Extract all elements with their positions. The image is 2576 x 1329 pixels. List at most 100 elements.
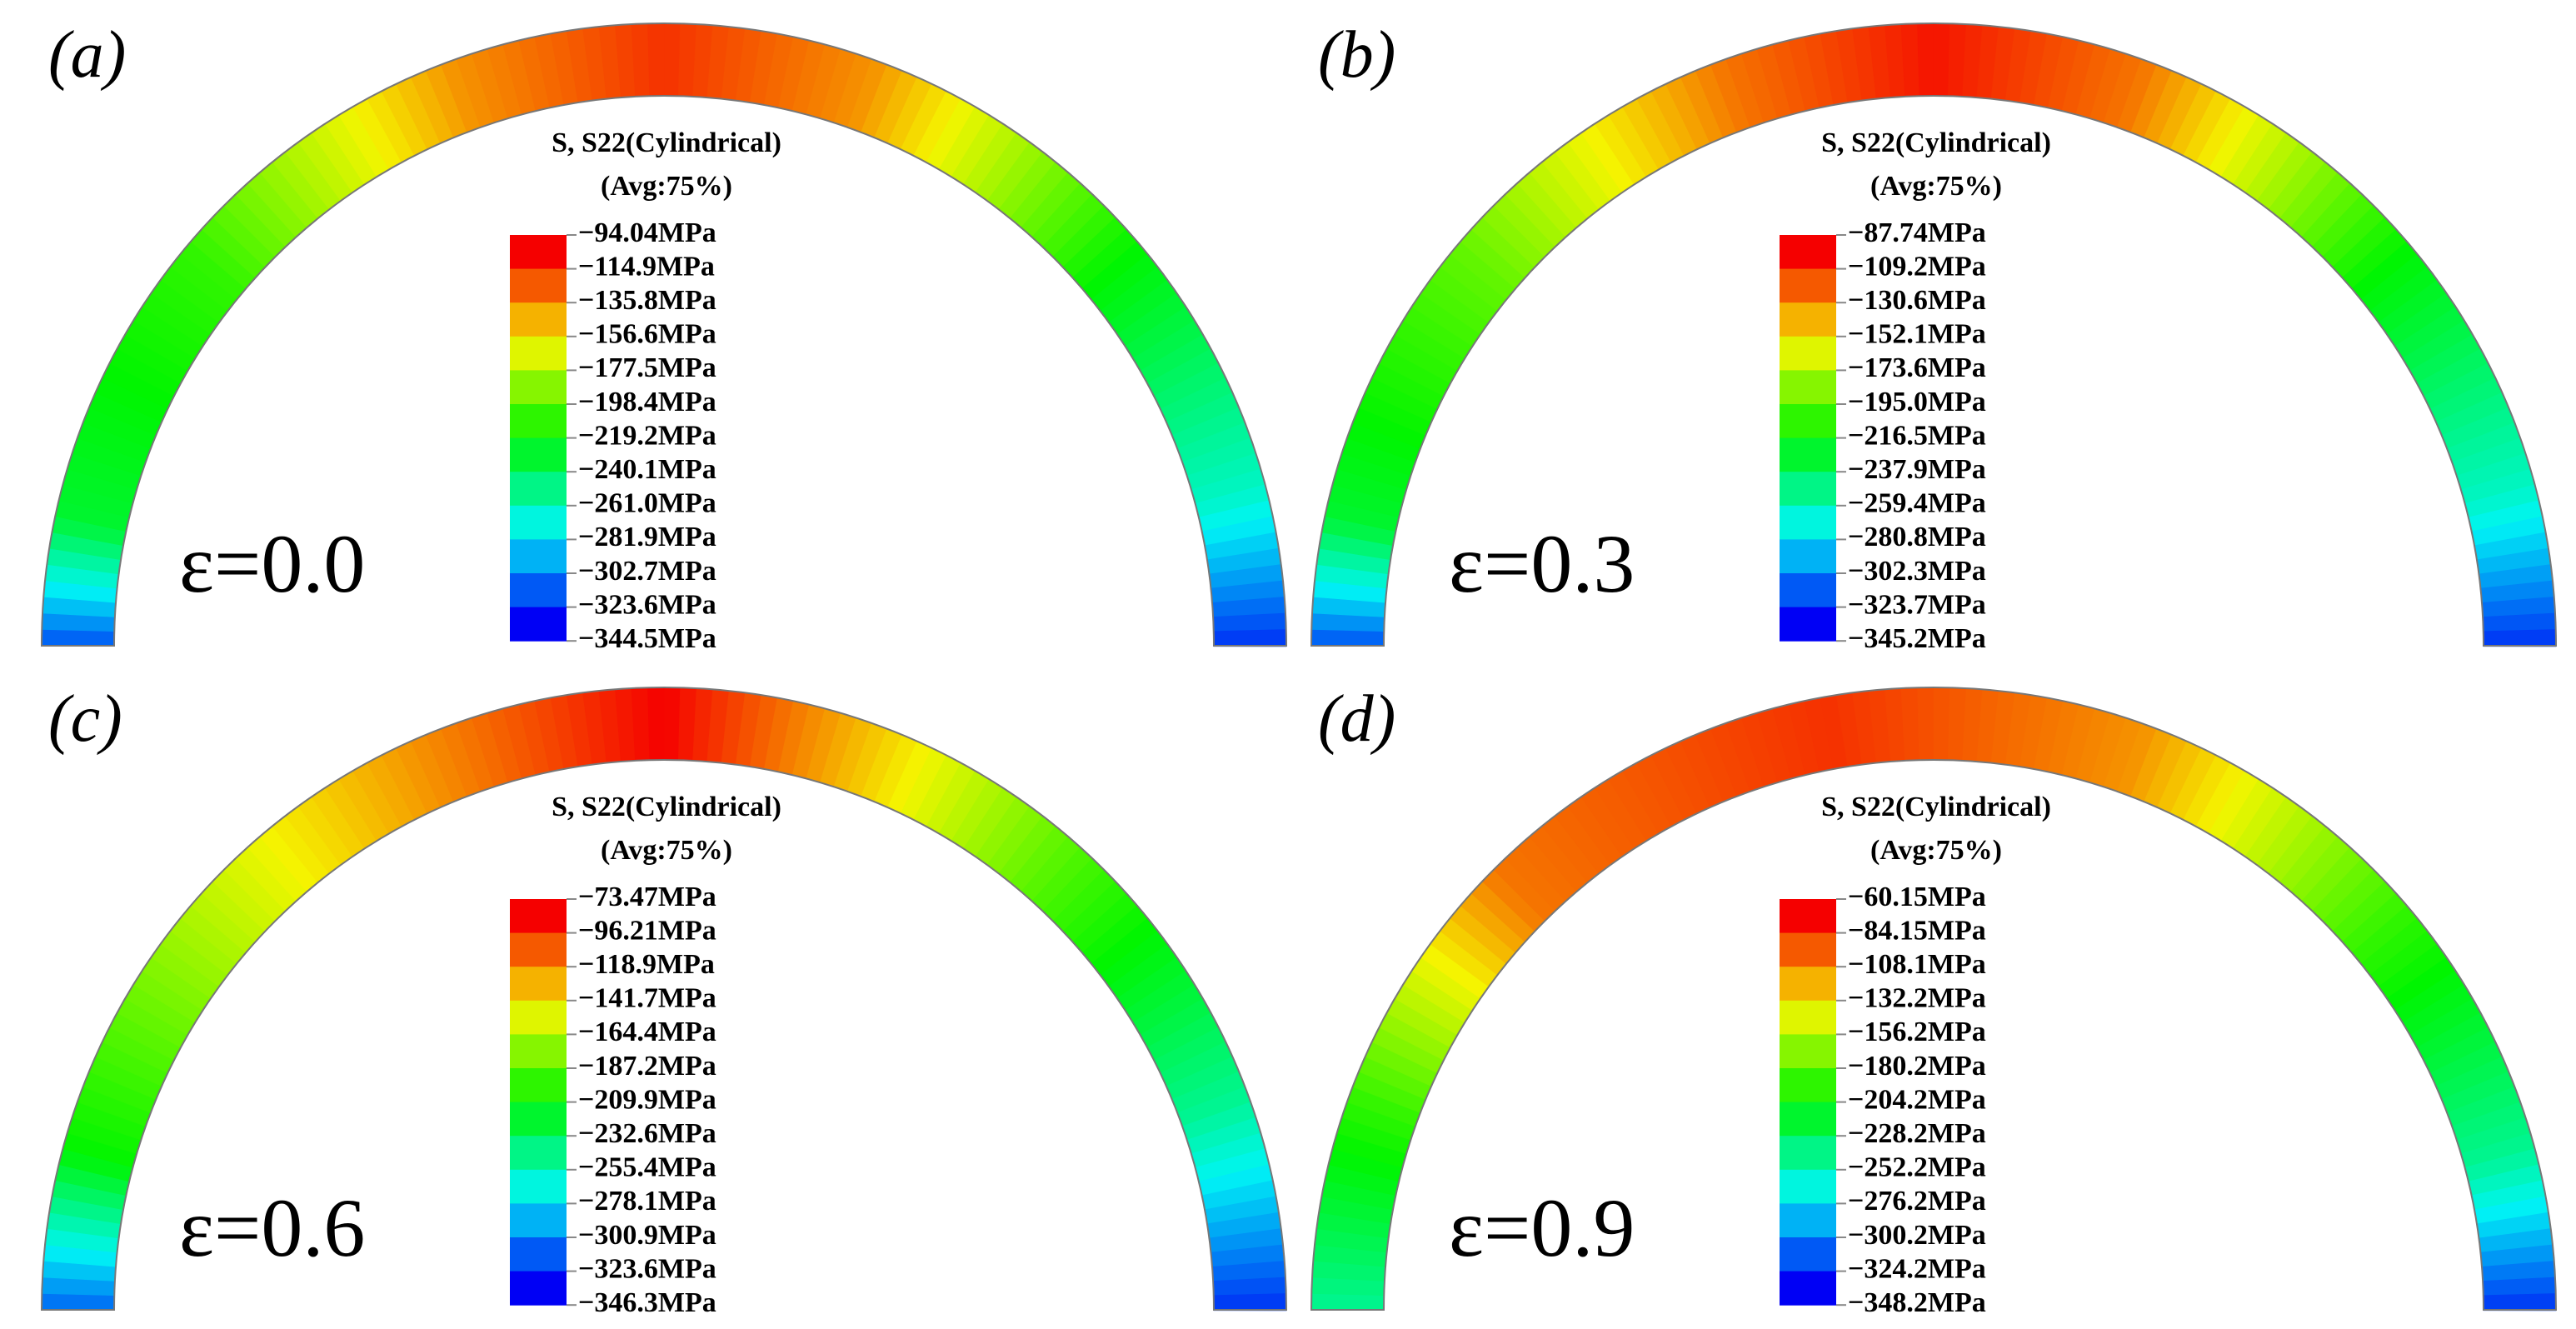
color-band (1780, 1000, 1836, 1035)
legend-label: −324.2MPa (1848, 1253, 1986, 1284)
legend-label: −94.04MPa (578, 217, 716, 248)
color-band (510, 573, 567, 608)
color-band (510, 539, 567, 574)
legend-subtitle: (Avg:75%) (1870, 835, 2002, 866)
legend-label: −228.2MPa (1848, 1118, 1986, 1149)
color-band (510, 1203, 567, 1238)
contour-segment (2483, 1293, 2557, 1312)
color-band (510, 1169, 567, 1204)
color-band (510, 607, 567, 642)
arc-outline (1310, 687, 2558, 1311)
contour-segment (1917, 687, 1935, 761)
panel: (c) ε=0.6 S, S22(Cylindrical) (Avg:75%) −73.… (40, 682, 1288, 1318)
color-band (1780, 370, 1836, 405)
legend-label: −73.47MPa (578, 882, 716, 912)
legend-label: −302.3MPa (1848, 556, 1986, 587)
legend-label: −156.6MPa (578, 319, 716, 350)
color-band (510, 437, 567, 472)
legend-label: −255.4MPa (578, 1152, 716, 1183)
panel: (a) ε=0.0 S, S22(Cylindrical) (Avg:75%) −94.… (40, 18, 1288, 654)
color-band (1780, 505, 1836, 540)
legend-label: −323.7MPa (1848, 589, 1986, 620)
legend-label: −164.4MPa (578, 1017, 716, 1047)
legend-title: S, S22(Cylindrical) (1821, 127, 2051, 158)
legend-label: −109.2MPa (1848, 251, 1986, 282)
color-band (1780, 1068, 1836, 1103)
legend-label: −209.9MPa (578, 1084, 716, 1115)
contour-segment (2483, 629, 2557, 647)
color-band (1780, 899, 1836, 934)
contour-segment (647, 687, 666, 761)
legend-label: −114.9MPa (578, 251, 715, 282)
color-band (510, 404, 567, 439)
color-band (1780, 967, 1836, 1002)
legend-label: −300.2MPa (1848, 1220, 1986, 1251)
strain-label: ε=0.3 (1449, 517, 1635, 610)
contour-segment (1917, 22, 1935, 97)
legend-label: −302.7MPa (578, 556, 716, 587)
color-band (1780, 1136, 1836, 1171)
color-band (510, 967, 567, 1002)
legend-label: −173.6MPa (1848, 352, 1986, 383)
color-band (1780, 1102, 1836, 1137)
color-band (1780, 573, 1836, 608)
strain-label: ε=0.0 (179, 517, 365, 610)
color-band (1780, 932, 1836, 967)
panel: (d) ε=0.9 S, S22(Cylindrical) (Avg:75%) −60.… (1310, 682, 2558, 1318)
legend-label: −152.1MPa (1848, 319, 1986, 350)
legend-title: S, S22(Cylindrical) (552, 127, 781, 158)
legend-label: −141.7MPa (578, 983, 716, 1014)
legend-label: −346.3MPa (578, 1287, 716, 1318)
color-band (1780, 268, 1836, 303)
color-band (510, 472, 567, 507)
color-band (1780, 235, 1836, 270)
legend-label: −180.2MPa (1848, 1051, 1986, 1082)
color-band (510, 1034, 567, 1069)
color-band (1780, 302, 1836, 337)
legend-label: −323.6MPa (578, 1253, 716, 1284)
legend-label: −216.5MPa (1848, 420, 1986, 451)
color-band (1780, 1271, 1836, 1306)
color-band (1780, 472, 1836, 507)
legend-label: −135.8MPa (578, 285, 716, 316)
legend-label: −276.2MPa (1848, 1186, 1986, 1217)
legend-label: −300.9MPa (578, 1220, 716, 1251)
color-band (1780, 437, 1836, 472)
strain-label: ε=0.9 (1449, 1182, 1635, 1274)
legend-label: −344.5MPa (578, 623, 716, 654)
legend-label: −232.6MPa (578, 1118, 716, 1149)
panel-label: (b) (1318, 18, 1395, 92)
legend-label: −219.2MPa (578, 420, 716, 451)
contour-segment (1213, 1293, 1287, 1312)
color-band (1780, 336, 1836, 371)
color-band (510, 899, 567, 934)
color-band (510, 268, 567, 303)
contour-segment (1213, 629, 1287, 647)
color-band (510, 1237, 567, 1272)
panel-label: (d) (1318, 682, 1395, 756)
color-band (1780, 404, 1836, 439)
legend-label: −195.0MPa (1848, 387, 1986, 417)
legend-label: −259.4MPa (1848, 488, 1986, 519)
arc-outline (40, 22, 1288, 647)
legend-label: −87.74MPa (1848, 217, 1986, 248)
color-band (1780, 1169, 1836, 1204)
legend-label: −96.21MPa (578, 915, 716, 946)
color-band (510, 1271, 567, 1306)
color-band (510, 1068, 567, 1103)
legend-label: −187.2MPa (578, 1051, 716, 1082)
legend-label: −278.1MPa (578, 1186, 716, 1217)
legend-label: −60.15MPa (1848, 882, 1986, 912)
legend-label: −348.2MPa (1848, 1287, 1986, 1318)
legend-label: −345.2MPa (1848, 623, 1986, 654)
legend-label: −130.6MPa (1848, 285, 1986, 316)
legend-label: −198.4MPa (578, 387, 716, 417)
legend-subtitle: (Avg:75%) (601, 171, 732, 202)
legend-label: −84.15MPa (1848, 915, 1986, 946)
arc-outline (40, 687, 1288, 1311)
legend-label: −323.6MPa (578, 589, 716, 620)
legend-title: S, S22(Cylindrical) (1821, 792, 2051, 822)
color-band (510, 1000, 567, 1035)
legend-label: −156.2MPa (1848, 1017, 1986, 1047)
